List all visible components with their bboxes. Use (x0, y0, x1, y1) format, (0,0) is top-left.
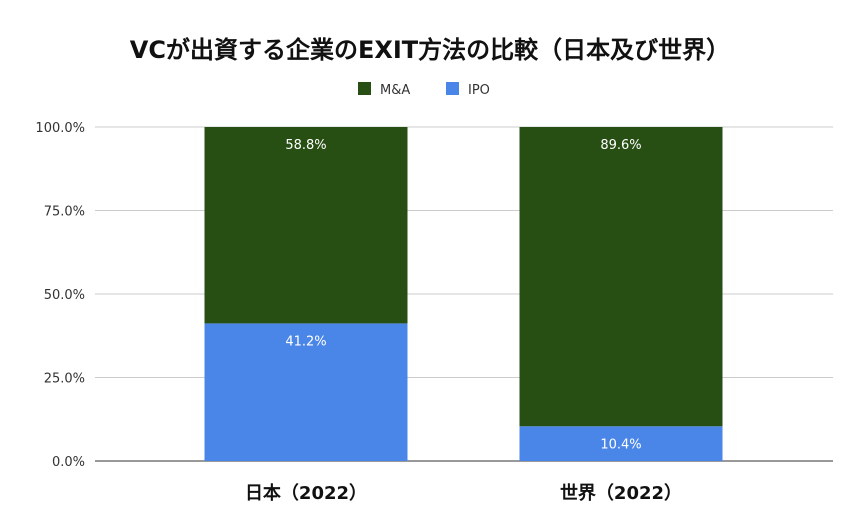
y-tick-label: 75.0% (44, 205, 85, 220)
chart-title: VCが出資する企業のEXIT方法の比較（日本及び世界） (130, 36, 730, 64)
y-tick-label: 25.0% (44, 372, 85, 387)
bar-ma (204, 127, 408, 324)
x-category-label: 世界（2022） (560, 483, 682, 504)
legend-label: IPO (468, 83, 490, 98)
bar-ma (519, 127, 723, 427)
y-tick-label: 100.0% (35, 121, 85, 136)
bar-ipo (204, 323, 408, 461)
data-label: 10.4% (600, 437, 641, 452)
data-label: 41.2% (285, 334, 326, 349)
bar-ipo (519, 426, 723, 461)
legend-swatch (358, 82, 371, 95)
data-label: 58.8% (285, 138, 326, 153)
legend-swatch (446, 82, 459, 95)
data-label: 89.6% (600, 138, 641, 153)
legend-label: M&A (380, 83, 410, 98)
x-category-label: 日本（2022） (245, 482, 367, 504)
bars (204, 127, 723, 461)
legend: M&A IPO (358, 82, 490, 98)
y-tick-label: 50.0% (44, 288, 85, 303)
labels: 0.0% 25.0% 50.0% 75.0% 100.0% 41.2% 58.8% 日本（20… (35, 121, 682, 504)
y-tick-label: 0.0% (52, 455, 85, 470)
